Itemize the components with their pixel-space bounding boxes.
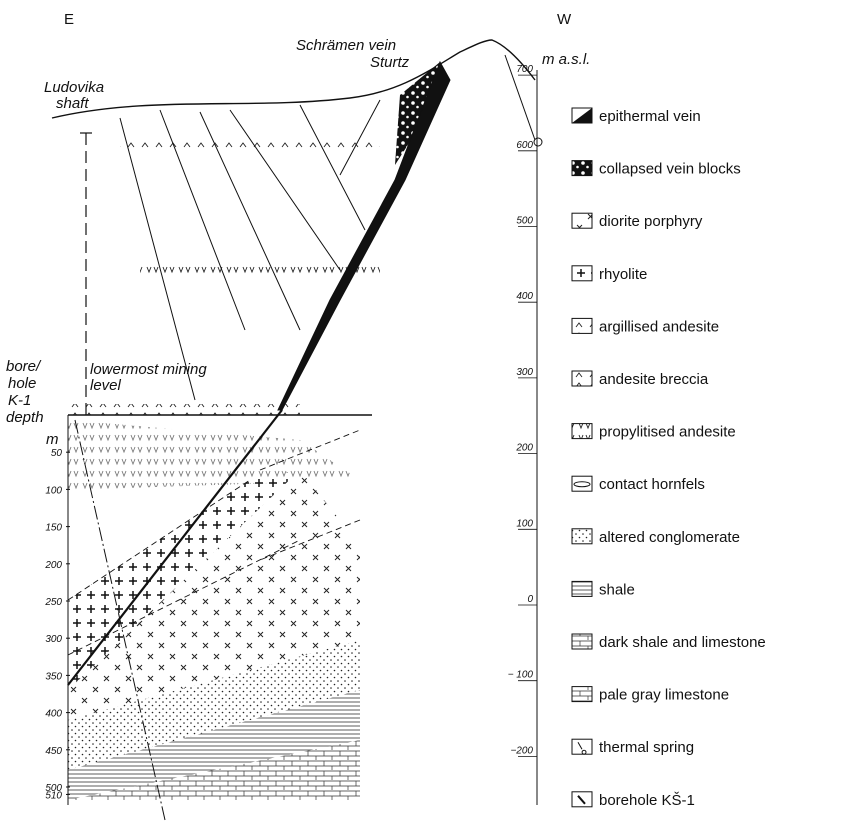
mining-level-label: lowermost mining — [90, 361, 207, 378]
legend-label: altered conglomerate — [599, 529, 740, 546]
depth-tick-label: 100 — [45, 485, 62, 496]
sturtz-label: Sturtz — [370, 54, 410, 71]
legend-label: collapsed vein blocks — [599, 161, 741, 178]
legend-label: dark shale and limestone — [599, 634, 766, 651]
legend-swatch — [572, 634, 592, 649]
borehole-label: hole — [8, 375, 36, 392]
legend-label: pale gray limestone — [599, 687, 729, 704]
legend-label: thermal spring — [599, 739, 694, 756]
elevation-tick-label: 300 — [516, 367, 533, 378]
legend-swatch — [572, 581, 592, 596]
legend-label: argillised andesite — [599, 318, 719, 335]
legend-swatch — [572, 476, 592, 491]
legend-swatch — [572, 318, 592, 333]
depth-tick-label: 510 — [45, 790, 62, 801]
mining-level-label: level — [90, 377, 122, 394]
elevation-tick-label: 600 — [516, 140, 533, 151]
vein-label: Schrämen vein — [296, 37, 396, 54]
elevation-tick-label: 100 — [516, 518, 533, 529]
legend-label: shale — [599, 581, 635, 598]
legend-label: borehole KŠ-1 — [599, 792, 695, 809]
elevation-tick-label: −200 — [510, 745, 533, 756]
borehole-label: m — [46, 431, 59, 448]
elevation-tick-label: − 100 — [508, 670, 534, 681]
elevation-unit: m a.s.l. — [542, 51, 590, 68]
shaft-label: Ludovika — [44, 79, 104, 96]
elevation-tick-label: 400 — [516, 291, 533, 302]
east-label: E — [64, 11, 74, 28]
legend-label: epithermal vein — [599, 108, 701, 125]
depth-tick-label: 300 — [45, 634, 62, 645]
legend-label: andesite breccia — [599, 371, 709, 388]
legend-label: contact hornfels — [599, 476, 705, 493]
depth-tick-label: 200 — [44, 560, 62, 571]
elevation-tick-label: 0 — [527, 594, 533, 605]
legend-label: diorite porphyry — [599, 213, 703, 230]
legend-swatch — [572, 529, 592, 544]
depth-tick-label: 150 — [45, 523, 62, 534]
elevation-tick-label: 500 — [516, 216, 533, 227]
legend-swatch — [572, 371, 592, 386]
elevation-tick-label: 700 — [516, 64, 533, 75]
borehole-label: bore/ — [6, 358, 42, 375]
legend-swatch — [572, 213, 592, 228]
depth-tick-label: 350 — [45, 671, 62, 682]
legend-swatch — [572, 687, 592, 702]
legend-swatch — [572, 266, 592, 281]
legend-swatch — [572, 424, 592, 439]
depth-tick-label: 400 — [45, 709, 62, 720]
depth-tick-label: 50 — [51, 448, 63, 459]
borehole-label: depth — [6, 409, 44, 426]
shaft-label: shaft — [56, 95, 89, 112]
legend-label: rhyolite — [599, 266, 647, 283]
elevation-tick-label: 200 — [515, 443, 533, 454]
legend-label: propylitised andesite — [599, 424, 736, 441]
cross-section: E W Schrämen vein Sturtz m a.s.l. Ludovi… — [0, 0, 842, 833]
west-label: W — [557, 11, 572, 28]
depth-tick-label: 250 — [44, 597, 62, 608]
depth-tick-label: 450 — [45, 746, 62, 757]
borehole-label: K-1 — [8, 392, 31, 409]
legend-swatch — [572, 161, 592, 176]
geology — [52, 40, 542, 820]
